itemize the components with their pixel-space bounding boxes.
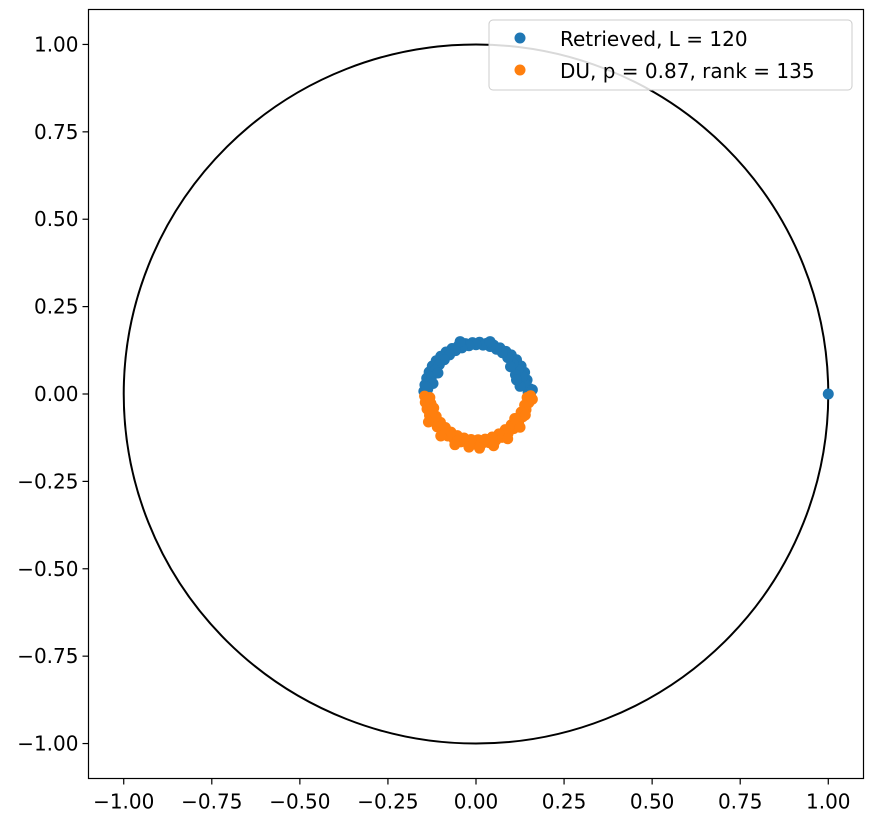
y-axis: 1.00 0.75 0.50 0.25 0.00 −0.25 −0.50 −0.75 −1.00 xyxy=(17,32,89,756)
x-tick-label: 1.00 xyxy=(806,790,851,814)
x-tick-label: −0.25 xyxy=(357,790,418,814)
series-1 xyxy=(419,390,538,454)
data-point xyxy=(474,442,486,454)
legend-label-du: DU, p = 0.87, rank = 135 xyxy=(560,59,815,83)
data-point xyxy=(435,430,447,442)
y-tick-label: 0.25 xyxy=(34,295,79,319)
data-point xyxy=(526,393,538,405)
y-tick-label: 0.75 xyxy=(34,120,79,144)
data-point xyxy=(505,361,517,373)
data-point xyxy=(422,416,434,428)
data-point xyxy=(822,388,834,400)
legend: Retrieved, L = 120 DU, p = 0.87, rank = … xyxy=(488,19,853,91)
data-point xyxy=(502,433,514,445)
plot-frame xyxy=(87,8,865,780)
data-point xyxy=(488,440,500,452)
x-axis: −1.00 −0.75 −0.50 −0.25 0.00 0.25 0.50 0.75 1.00 xyxy=(93,778,851,814)
unit-circle xyxy=(122,43,830,745)
legend-marker-retrieved xyxy=(514,32,526,44)
x-tick-label: 0.75 xyxy=(718,790,763,814)
x-tick-label: 0.25 xyxy=(542,790,587,814)
data-point xyxy=(484,336,496,348)
legend-box xyxy=(488,19,853,91)
data-point xyxy=(454,336,466,348)
data-point xyxy=(432,367,444,379)
x-tick-label: −1.00 xyxy=(93,790,154,814)
data-point xyxy=(514,421,526,433)
x-tick-label: −0.50 xyxy=(269,790,330,814)
x-tick-label: 0.50 xyxy=(630,790,675,814)
data-point xyxy=(449,439,461,451)
y-tick-label: −0.25 xyxy=(17,469,78,493)
y-tick-label: −0.50 xyxy=(17,557,78,581)
x-tick-label: 0.00 xyxy=(454,790,499,814)
series-0 xyxy=(418,336,834,400)
y-tick-label: 0.50 xyxy=(34,207,79,231)
data-point xyxy=(428,402,440,414)
data-point xyxy=(511,374,523,386)
data-point xyxy=(421,381,433,393)
y-tick-label: 1.00 xyxy=(34,32,79,56)
x-tick-label: −0.75 xyxy=(181,790,242,814)
y-tick-label: 0.00 xyxy=(34,382,79,406)
data-point xyxy=(463,441,475,453)
data-point xyxy=(509,412,521,424)
legend-label-retrieved: Retrieved, L = 120 xyxy=(560,27,748,51)
data-point xyxy=(424,391,436,403)
y-tick-label: −1.00 xyxy=(17,732,78,756)
y-tick-label: −0.75 xyxy=(17,644,78,668)
data-point xyxy=(519,409,531,421)
plot-area xyxy=(122,43,834,745)
legend-marker-du xyxy=(514,64,526,76)
